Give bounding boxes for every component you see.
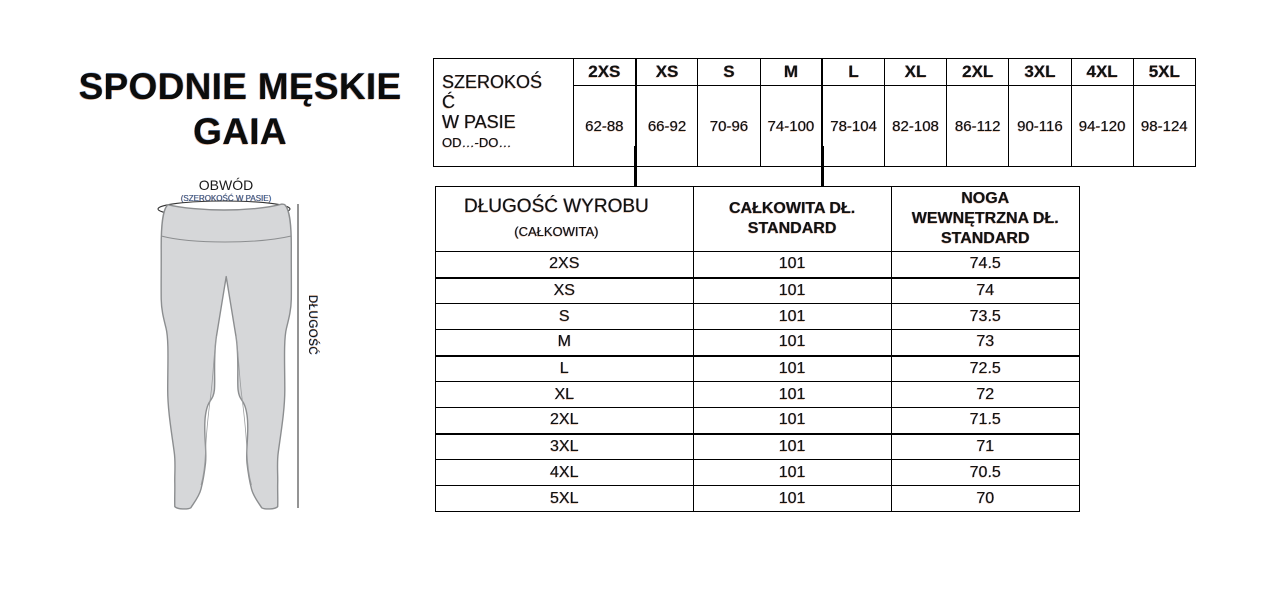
svg-text:DŁUGOŚĆ: DŁUGOŚĆ	[306, 295, 319, 355]
svg-text:OBWÓD: OBWÓD	[199, 177, 253, 193]
